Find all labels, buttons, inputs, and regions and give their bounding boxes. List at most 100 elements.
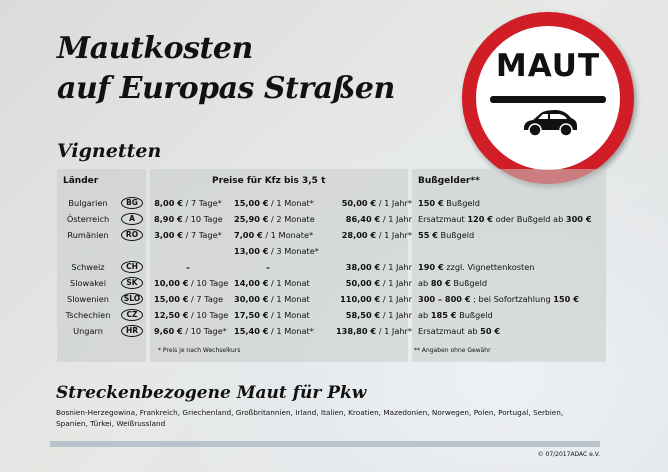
- country-plate: CH: [121, 261, 143, 273]
- fine-text: ab 80 € Bußgeld: [418, 277, 487, 289]
- price-period: / 7 Tage*: [182, 230, 222, 240]
- price-amount: 50,00 €: [341, 198, 377, 208]
- price-period: / 1 Jahr: [380, 278, 412, 288]
- price-amount: 8,00 €: [154, 198, 183, 208]
- price-amount: 15,00 €: [154, 294, 189, 304]
- footnote-prices: * Preis je nach Wechselkurs: [158, 347, 241, 354]
- header-countries: Länder: [63, 176, 99, 186]
- price-period: / 1 Jahr: [380, 262, 412, 272]
- fine-text: 300 – 800 € ; bei Sofortzahlung 150 €: [418, 293, 579, 305]
- fine-segment: ; bei Sofortzahlung: [470, 294, 554, 304]
- price-p3: 58,50 € / 1 Jahr: [314, 309, 412, 321]
- price-amount: –: [185, 262, 191, 272]
- price-p2: 17,50 € / 1 Monat: [234, 309, 310, 321]
- strecken-line-2: Spanien, Türkei, Weißrussland: [56, 419, 166, 428]
- price-period: / 10 Tage: [188, 278, 229, 288]
- country-plate: SLO: [121, 293, 143, 305]
- price-amount: 25,90 €: [234, 214, 269, 224]
- price-p2: 30,00 € / 1 Monat: [234, 293, 310, 305]
- price-p1: 9,60 € / 10 Tage*: [154, 325, 227, 337]
- price-amount: 138,80 €: [335, 326, 377, 336]
- fine-text: Ersatzmaut 120 € oder Bußgeld ab 300 €: [418, 213, 592, 225]
- country-plate: BG: [121, 197, 143, 209]
- price-period: / 1 Monat: [268, 310, 310, 320]
- price-period: / 2 Monate: [268, 214, 315, 224]
- price-amount: 38,00 €: [345, 262, 381, 272]
- fine-text: 190 € zzgl. Vignettenkosten: [418, 261, 534, 273]
- country-name: Bulgarien: [68, 198, 108, 208]
- title-line-2: auf Europas Straßen: [57, 71, 395, 106]
- price-period: / 10 Tage: [182, 214, 223, 224]
- country-name: Rumänien: [67, 230, 109, 240]
- car-icon: [524, 110, 577, 137]
- title-line-1: Mautkosten: [57, 31, 253, 66]
- price-period: / 7 Tage: [188, 294, 224, 304]
- country-plate: SK: [121, 277, 143, 289]
- strecken-line-1: Bosnien-Herzegowina, Frankreich, Grieche…: [56, 408, 564, 417]
- country-name: Österreich: [66, 214, 110, 224]
- fine-text: ab 185 € Bußgeld: [418, 309, 493, 321]
- fine-segment: Bußgeld: [443, 198, 480, 208]
- price-period: / 7 Tage*: [182, 198, 222, 208]
- price-amount: –: [265, 262, 271, 272]
- price-p1: 3,00 € / 7 Tage*: [154, 229, 222, 241]
- price-p1: 8,00 € / 7 Tage*: [154, 197, 222, 209]
- price-period: / 1 Jahr: [380, 310, 412, 320]
- price-amount: 3,00 €: [154, 230, 183, 240]
- copyright: © 07/2017ADAC e.V.: [537, 451, 600, 458]
- header-fines: Bußgelder**: [418, 176, 480, 186]
- fine-segment: 120 €: [467, 214, 493, 224]
- price-amount: 50,00 €: [345, 278, 381, 288]
- price-amount: 14,00 €: [234, 278, 269, 288]
- strecken-heading: Streckenbezogene Maut für Pkw: [56, 383, 367, 403]
- price-amount: 13,00 €: [234, 246, 269, 256]
- price-p2: –: [234, 261, 302, 273]
- footnote-fines: ** Angaben ohne Gewähr: [414, 347, 491, 354]
- fine-segment: Bußgeld: [437, 230, 475, 240]
- fines-panel: [412, 169, 606, 362]
- fine-segment: 300 €: [565, 214, 592, 224]
- price-period: / 1 Jahr*: [376, 230, 412, 240]
- price-p1: 15,00 € / 7 Tage: [154, 293, 224, 305]
- price-amount: 7,00 €: [234, 230, 263, 240]
- price-p2: 13,00 € / 3 Monate*: [234, 245, 319, 257]
- price-period: / 10 Tage*: [182, 326, 227, 336]
- price-amount: 30,00 €: [234, 294, 269, 304]
- fine-segment: Ersatzmaut ab: [418, 326, 481, 336]
- price-amount: 86,40 €: [345, 214, 381, 224]
- fine-segment: Ersatzmaut: [418, 214, 468, 224]
- price-amount: 15,40 €: [234, 326, 269, 336]
- price-p3: 110,00 € / 1 Jahr: [314, 293, 412, 305]
- fine-segment: 150 €: [418, 198, 444, 208]
- price-amount: 15,00 €: [234, 198, 269, 208]
- country-plate: A: [121, 213, 143, 225]
- price-period: / 1 Jahr*: [376, 326, 412, 336]
- country-plate: CZ: [121, 309, 143, 321]
- price-amount: 110,00 €: [340, 294, 381, 304]
- country-plate: HR: [121, 325, 143, 337]
- price-p3: 86,40 € / 1 Jahr: [314, 213, 412, 225]
- price-p3: 50,00 € / 1 Jahr: [314, 277, 412, 289]
- price-period: / 3 Monate*: [268, 246, 319, 256]
- fine-segment: 55 €: [418, 230, 438, 240]
- price-period: / 1 Jahr*: [376, 198, 412, 208]
- price-period: / 1 Monat: [268, 278, 310, 288]
- price-amount: 9,60 €: [154, 326, 183, 336]
- price-period: / 1 Monat*: [268, 198, 314, 208]
- fine-segment: 190 €: [418, 262, 444, 272]
- fine-segment: zzgl. Vignettenkosten: [443, 262, 535, 272]
- price-period: / 1 Jahr: [380, 294, 412, 304]
- fine-segment: Bußgeld: [450, 278, 488, 288]
- price-p2: 15,40 € / 1 Monat*: [234, 325, 314, 337]
- price-amount: 10,00 €: [154, 278, 189, 288]
- price-amount: 12,50 €: [154, 310, 189, 320]
- price-p1: –: [154, 261, 222, 273]
- country-plate: RO: [121, 229, 143, 241]
- vignetten-heading: Vignetten: [57, 140, 162, 162]
- maut-sign: MAUT: [462, 12, 634, 184]
- price-p3: 50,00 € / 1 Jahr*: [314, 197, 412, 209]
- price-amount: 58,50 €: [345, 310, 381, 320]
- sign-text: MAUT: [495, 48, 601, 84]
- price-p2: 25,90 € / 2 Monate: [234, 213, 315, 225]
- price-period: / 1 Monate*: [262, 230, 314, 240]
